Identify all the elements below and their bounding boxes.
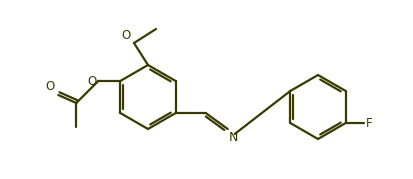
Text: O: O [45,80,54,93]
Text: N: N [228,131,237,144]
Text: O: O [87,74,96,88]
Text: F: F [365,117,371,129]
Text: O: O [121,29,131,42]
